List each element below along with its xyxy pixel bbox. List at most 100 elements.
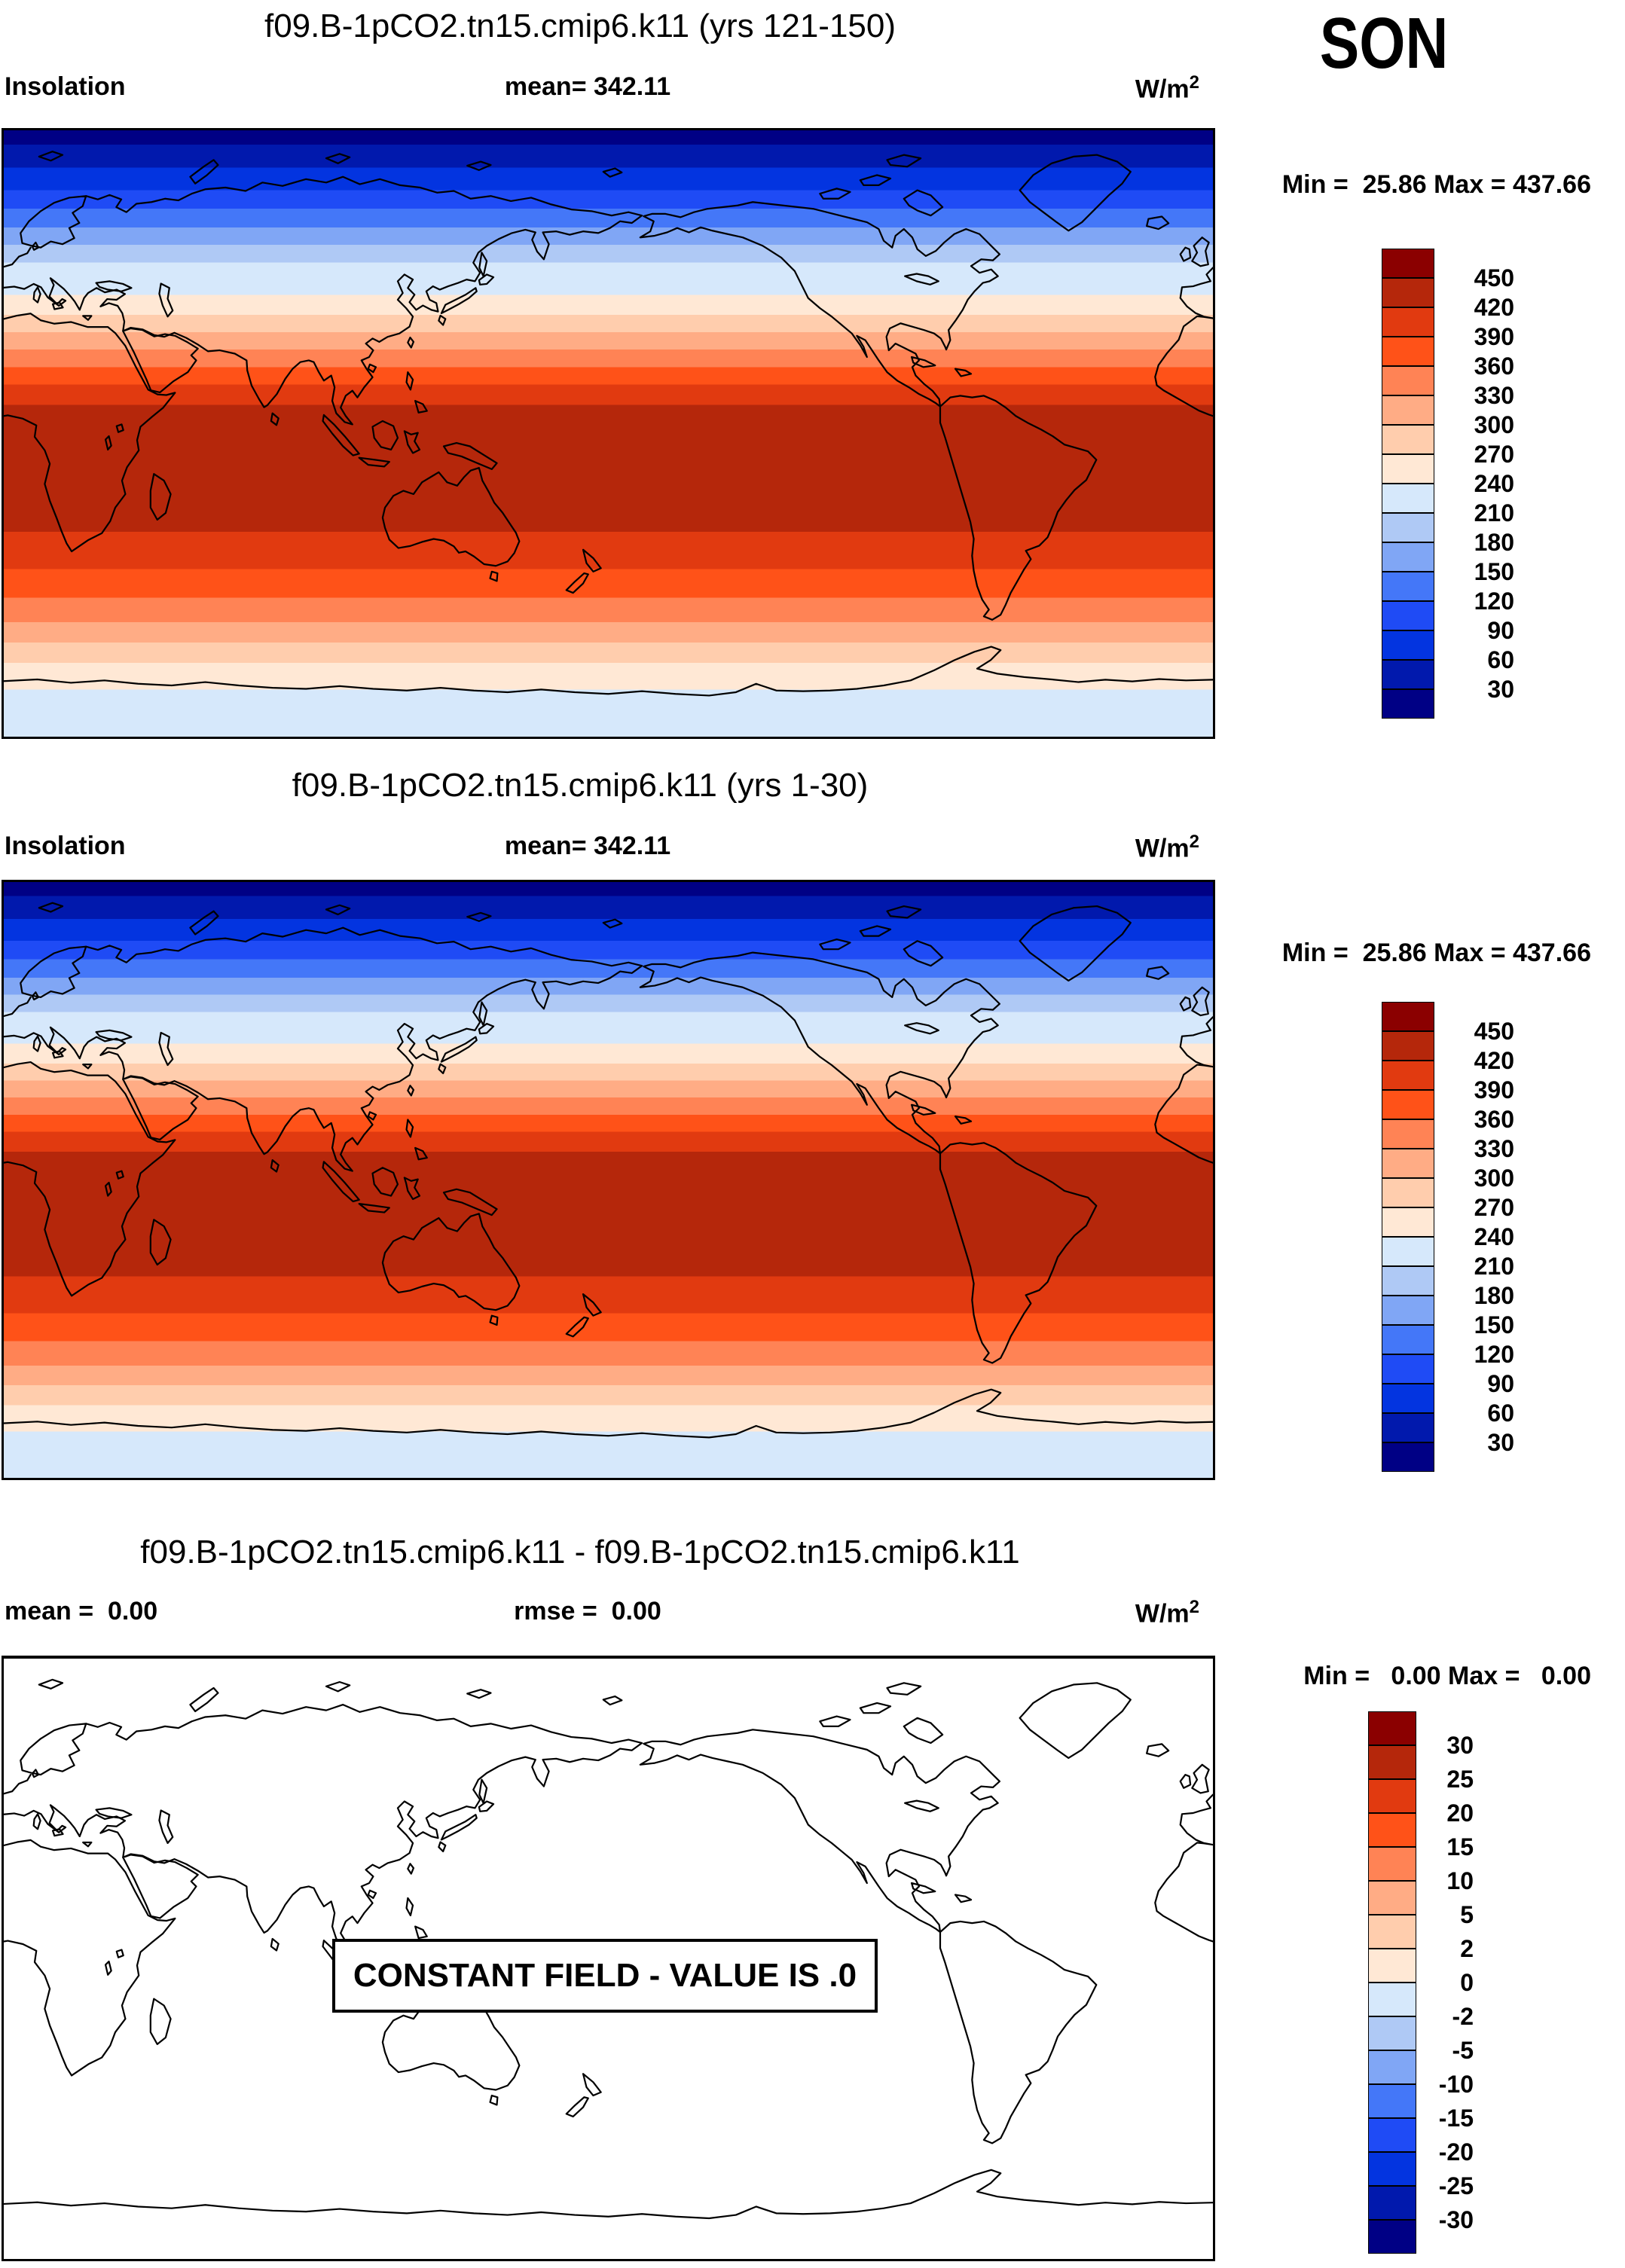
colorbar-segment xyxy=(1382,454,1434,484)
colorbar-segment xyxy=(1368,1711,1416,1745)
units-exponent: 2 xyxy=(1189,72,1199,93)
colorbar-segment xyxy=(1368,1779,1416,1813)
colorbar-tick-label: 270 xyxy=(1474,441,1514,468)
colorbar-tick-label: 0 xyxy=(1460,1969,1474,1996)
colorbar-segment xyxy=(1382,660,1434,689)
colorbar-tick-label: 330 xyxy=(1474,382,1514,409)
colorbar-tick-label: 120 xyxy=(1474,1341,1514,1368)
colorbar-tick-label: 5 xyxy=(1460,1901,1474,1928)
colorbar-segment xyxy=(1382,630,1434,660)
colorbar-segment xyxy=(1382,1237,1434,1266)
colorbar-tick-label: -15 xyxy=(1438,2105,1474,2132)
colorbar-tick-label: -20 xyxy=(1438,2138,1474,2166)
colorbar-segment xyxy=(1368,2084,1416,2118)
colorbar-segment xyxy=(1382,601,1434,630)
colorbar-tick-label: 390 xyxy=(1474,1076,1514,1103)
colorbar-segment xyxy=(1368,2118,1416,2152)
colorbar-segment xyxy=(1382,1149,1434,1178)
units-base: W/m xyxy=(1135,75,1190,104)
panel3-units-label: W/m2 xyxy=(1040,1597,1199,1629)
colorbar-segment xyxy=(1368,2016,1416,2050)
colorbar-segment xyxy=(1382,1178,1434,1207)
colorbar-segment xyxy=(1368,1847,1416,1881)
colorbar-segment xyxy=(1368,2152,1416,2186)
panel1-coastlines xyxy=(4,151,1213,697)
colorbar-tick-label: 2 xyxy=(1460,1935,1474,1962)
colorbar-tick-label: 240 xyxy=(1474,1223,1514,1250)
panel2-field-label: Insolation xyxy=(5,832,126,860)
colorbar-segment xyxy=(1382,1061,1434,1090)
colorbar-tick-label: -30 xyxy=(1438,2206,1474,2233)
colorbar-tick-label: 360 xyxy=(1474,353,1514,380)
constant-field-note: CONSTANT FIELD - VALUE IS .0 xyxy=(332,1939,878,2013)
colorbar-segment xyxy=(1382,689,1434,719)
colorbar-segment xyxy=(1382,572,1434,601)
colorbar-segment xyxy=(1382,1119,1434,1149)
colorbar-tick-label: 10 xyxy=(1446,1867,1474,1894)
colorbar-tick-label: 30 xyxy=(1487,1429,1514,1456)
colorbar-segment xyxy=(1382,1031,1434,1061)
colorbar-segment xyxy=(1382,1325,1434,1354)
colorbar-tick-label: 90 xyxy=(1487,1370,1514,1397)
colorbar-tick-label: 30 xyxy=(1487,676,1514,703)
panel2-coastlines xyxy=(4,902,1213,1439)
colorbar-segment xyxy=(1382,1207,1434,1237)
colorbar-segment xyxy=(1368,1881,1416,1915)
colorbar-tick-label: 420 xyxy=(1474,294,1514,321)
colorbar-segment xyxy=(1382,278,1434,307)
colorbar-segment xyxy=(1382,249,1434,278)
colorbar-segment xyxy=(1382,1354,1434,1384)
colorbar-segment xyxy=(1382,1296,1434,1325)
panel2-title: f09.B-1pCO2.tn15.cmip6.k11 (yrs 1-30) xyxy=(292,767,869,804)
colorbar-tick-label: 20 xyxy=(1446,1799,1474,1827)
colorbar-tick-label: 150 xyxy=(1474,1311,1514,1339)
panel3-minmax: Min = 0.00 Max = 0.00 xyxy=(1303,1662,1591,1690)
colorbar-segment xyxy=(1368,1983,1416,2016)
colorbar-segment xyxy=(1368,1745,1416,1779)
panel1-mean-label: mean= 342.11 xyxy=(504,72,671,101)
colorbar-segment xyxy=(1382,425,1434,454)
panel2-units-label: W/m2 xyxy=(1040,832,1199,863)
colorbar-segment xyxy=(1382,484,1434,513)
colorbar-tick-label: 390 xyxy=(1474,323,1514,350)
colorbar-tick-label: -10 xyxy=(1438,2071,1474,2098)
panel1-map xyxy=(2,128,1215,739)
panel1-field-label: Insolation xyxy=(5,72,126,101)
colorbar-segment xyxy=(1382,1090,1434,1119)
colorbar-segment xyxy=(1368,1949,1416,1983)
colorbar-tick-label: -2 xyxy=(1452,2003,1474,2030)
panel2-minmax: Min = 25.86 Max = 437.66 xyxy=(1281,939,1591,967)
panel1-map-fill xyxy=(4,130,1213,737)
panel1-units-label: W/m2 xyxy=(1040,72,1199,104)
colorbar-segment xyxy=(1368,2050,1416,2084)
units-base: W/m xyxy=(1135,834,1190,863)
colorbar-tick-label: 90 xyxy=(1487,617,1514,644)
colorbar-tick-label: 270 xyxy=(1474,1194,1514,1221)
season-label: SON xyxy=(1319,3,1449,84)
panel2-map xyxy=(2,880,1215,1480)
panel1-title: f09.B-1pCO2.tn15.cmip6.k11 (yrs 121-150) xyxy=(264,8,896,44)
colorbar-segment xyxy=(1382,1413,1434,1442)
colorbar-tick-label: 360 xyxy=(1474,1106,1514,1133)
colorbar-tick-label: 300 xyxy=(1474,1165,1514,1192)
colorbar-tick-label: 300 xyxy=(1474,411,1514,438)
colorbar-segment xyxy=(1382,366,1434,395)
colorbar-segment xyxy=(1382,307,1434,337)
colorbar-segment xyxy=(1382,542,1434,572)
colorbar-segment xyxy=(1382,337,1434,366)
colorbar-segment xyxy=(1382,513,1434,542)
units-base: W/m xyxy=(1135,1599,1190,1629)
panel3-map: CONSTANT FIELD - VALUE IS .0 xyxy=(2,1656,1215,2261)
colorbar-tick-label: 210 xyxy=(1474,499,1514,527)
colorbar-segment xyxy=(1382,1002,1434,1031)
colorbar-tick-label: 180 xyxy=(1474,529,1514,556)
panel2-map-fill xyxy=(4,882,1213,1478)
colorbar-segment xyxy=(1382,1266,1434,1296)
colorbar-segment xyxy=(1382,1384,1434,1413)
units-exponent: 2 xyxy=(1189,1597,1199,1617)
colorbar-tick-label: 210 xyxy=(1474,1253,1514,1280)
panel3-title: f09.B-1pCO2.tn15.cmip6.k11 - f09.B-1pCO2… xyxy=(140,1534,1020,1571)
panel3-mean-label: mean = 0.00 xyxy=(5,1597,158,1625)
colorbar-tick-label: 15 xyxy=(1446,1833,1474,1860)
